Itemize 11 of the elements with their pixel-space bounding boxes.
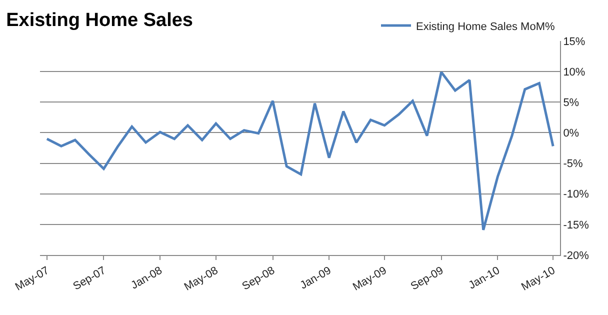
chart-title: Existing Home Sales bbox=[6, 10, 193, 31]
y-tick-label: 5% bbox=[563, 96, 580, 109]
y-tick-label: -15% bbox=[563, 219, 590, 232]
y-tick-label: 0% bbox=[563, 128, 580, 140]
line-series bbox=[46, 70, 554, 232]
y-tick-label: -5% bbox=[563, 158, 583, 170]
legend-label: Existing Home Sales MoM% bbox=[416, 20, 555, 33]
y-tick-label: 15% bbox=[563, 36, 586, 48]
y-tick-label: -10% bbox=[563, 188, 590, 201]
y-tick-label: -20% bbox=[563, 250, 590, 262]
y-tick-label: 10% bbox=[563, 66, 586, 78]
